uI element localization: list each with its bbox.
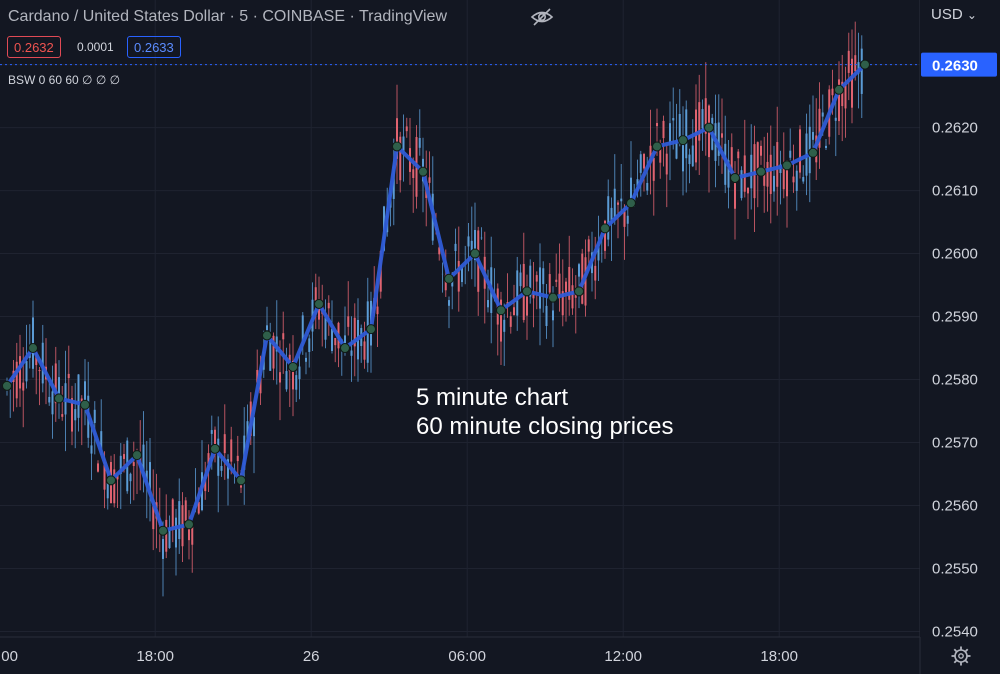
- closing-price-point: [80, 399, 90, 410]
- annotation-line-2: 60 minute closing prices: [416, 413, 674, 440]
- price-tick-label: 0.2600: [932, 246, 978, 263]
- closing-price-series: [2, 59, 870, 536]
- closing-price-point: [444, 273, 454, 284]
- time-axis[interactable]: 12:00 18:00 26 06:00 12:00 18:00: [0, 648, 798, 665]
- last-price-label: 0.2630: [921, 52, 997, 77]
- closing-price-point: [2, 380, 12, 391]
- spread-value: 0.0001: [77, 40, 114, 54]
- time-tick-label: 18:00: [760, 648, 798, 665]
- closing-price-point: [626, 198, 636, 209]
- price-tick-label: 0.2550: [932, 561, 978, 578]
- closing-price-point: [54, 393, 64, 404]
- closing-price-point: [236, 475, 246, 486]
- closing-price-point: [288, 361, 298, 372]
- closing-price-point: [860, 59, 870, 70]
- closing-price-point: [132, 450, 142, 461]
- price-tick-label: 0.2570: [932, 435, 978, 452]
- closing-price-point: [262, 330, 272, 341]
- time-tick-label: 06:00: [448, 648, 486, 665]
- closing-price-point: [496, 305, 506, 316]
- price-tick-label: 0.2540: [932, 624, 978, 641]
- last-price-badge: [921, 52, 997, 77]
- closing-price-point: [730, 172, 740, 183]
- eye-slash-icon[interactable]: [530, 7, 554, 27]
- price-tick-label: 0.2580: [932, 372, 978, 389]
- closing-price-point: [418, 166, 428, 177]
- closing-price-point: [600, 223, 610, 234]
- last-price-text: 0.2630: [932, 58, 978, 75]
- closing-price-point: [834, 84, 844, 95]
- closing-price-point: [652, 141, 662, 152]
- chart-title: Cardano / United States Dollar · 5 · COI…: [8, 8, 447, 25]
- closing-price-point: [756, 166, 766, 177]
- closing-price-point: [210, 443, 220, 454]
- closing-price-point: [28, 343, 38, 354]
- sell-price-pill[interactable]: 0.2632: [7, 36, 61, 58]
- closing-price-point: [106, 475, 116, 486]
- closing-price-point: [470, 248, 480, 259]
- time-tick-label: 12:00: [0, 648, 18, 665]
- price-axis-bg[interactable]: [920, 0, 1000, 637]
- closing-price-point: [392, 141, 402, 152]
- price-tick-label: 0.2560: [932, 498, 978, 515]
- closing-price-point: [808, 147, 818, 158]
- price-tick-label: 0.2610: [932, 183, 978, 200]
- closing-price-point: [366, 324, 376, 335]
- time-tick-label: 18:00: [136, 648, 174, 665]
- closing-price-point: [314, 298, 324, 309]
- time-tick-label: 26: [303, 648, 320, 665]
- closing-price-point: [678, 135, 688, 146]
- closing-price-point: [158, 525, 168, 536]
- currency-selector[interactable]: USD ⌄: [931, 6, 977, 23]
- chevron-down-icon: ⌄: [966, 8, 977, 22]
- closing-price-point: [548, 292, 558, 303]
- buy-price-pill[interactable]: 0.2633: [127, 36, 181, 58]
- price-tick-label: 0.2620: [932, 120, 978, 137]
- time-tick-label: 12:00: [604, 648, 642, 665]
- closing-price-point: [340, 343, 350, 354]
- closing-price-point: [574, 286, 584, 297]
- indicator-legend[interactable]: BSW 0 60 60 ∅ ∅ ∅: [8, 73, 121, 87]
- price-axis[interactable]: 0.2540 0.2550 0.2560 0.2570 0.2580 0.2590 0.26…: [932, 57, 978, 641]
- closing-price-point: [522, 286, 532, 297]
- closing-price-line: [5, 63, 867, 533]
- annotation-line-1: 5 minute chart: [416, 384, 569, 411]
- closing-price-point: [782, 160, 792, 171]
- closing-price-point: [704, 122, 714, 133]
- price-tick-label: 0.2590: [932, 309, 978, 326]
- closing-price-point: [184, 519, 194, 530]
- gear-icon[interactable]: [950, 645, 972, 667]
- currency-label: USD: [931, 6, 963, 23]
